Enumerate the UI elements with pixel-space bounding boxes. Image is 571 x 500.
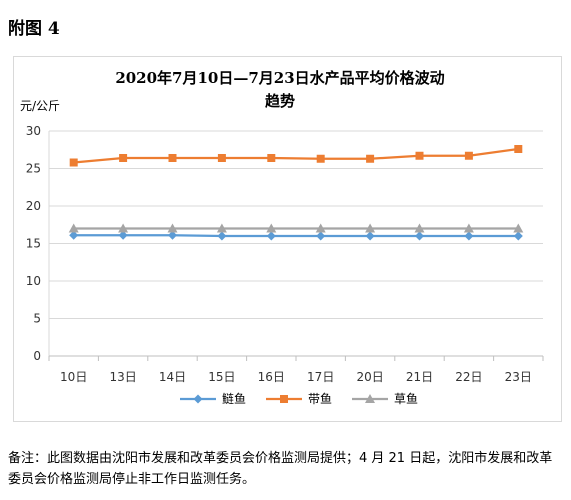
x-tick-label: 20日 <box>356 370 383 384</box>
data-point <box>267 154 276 162</box>
x-tick-label: 10日 <box>60 370 87 384</box>
chart-title-line2: 趋势 <box>264 92 295 110</box>
data-point <box>69 158 78 167</box>
y-tick-label: 30 <box>26 124 41 138</box>
footnote: 备注：此图数据由沈阳市发展和改革委员会价格监测局提供；4 月 21 日起，沈阳市… <box>8 451 553 487</box>
y-tick-label: 0 <box>33 349 41 363</box>
data-point <box>414 223 425 233</box>
data-point <box>68 223 79 233</box>
data-point <box>118 230 128 240</box>
data-point <box>463 223 474 233</box>
y-tick-label: 20 <box>26 199 41 213</box>
legend-label: 草鱼 <box>394 392 419 406</box>
x-tick-label: 15日 <box>208 370 235 384</box>
x-tick-label: 21日 <box>406 370 433 384</box>
chart-legend: 鲢鱼 带鱼 草鱼 <box>180 390 418 407</box>
data-point <box>513 231 523 241</box>
data-point <box>216 223 227 233</box>
data-point <box>119 154 128 162</box>
data-point <box>514 145 523 153</box>
data-point <box>365 223 376 233</box>
data-point <box>167 223 178 233</box>
legend-item: 鲢鱼 <box>180 390 246 407</box>
y-axis-unit-label: 元/公斤 <box>20 99 61 113</box>
data-point <box>266 223 277 233</box>
x-tick-label: 14日 <box>159 370 186 384</box>
data-point <box>217 231 227 241</box>
legend-swatch <box>352 393 389 403</box>
data-point <box>365 231 375 241</box>
data-point <box>464 151 473 160</box>
legend-item: 草鱼 <box>352 390 418 407</box>
series-line-0 <box>73 234 519 238</box>
x-tick-label: 23日 <box>505 370 532 384</box>
data-point <box>217 154 226 162</box>
x-tick-label: 22日 <box>455 370 482 384</box>
data-point <box>316 231 326 241</box>
x-tick-label: 13日 <box>109 370 136 384</box>
data-point <box>513 223 524 233</box>
legend-swatch <box>266 394 303 403</box>
series-line-1 <box>73 147 519 164</box>
data-point <box>315 223 326 233</box>
legend-label: 带鱼 <box>308 392 333 406</box>
data-point <box>366 154 375 163</box>
data-point <box>168 230 177 240</box>
x-tick-label: 17日 <box>307 370 334 384</box>
x-tick-label: 16日 <box>258 370 285 384</box>
y-tick-label: 25 <box>26 162 41 176</box>
y-tick-label: 5 <box>33 312 41 326</box>
y-tick-label: 15 <box>26 237 41 251</box>
legend-label: 鲢鱼 <box>222 392 247 406</box>
data-point <box>464 231 474 241</box>
chart-title-line1: 2020年7月10日—7月23日水产品平均价格波动 <box>115 69 445 87</box>
data-point <box>316 154 325 163</box>
data-point <box>118 223 129 233</box>
data-point <box>168 154 177 162</box>
data-point <box>69 230 79 240</box>
data-point <box>415 231 424 241</box>
legend-swatch <box>180 394 216 403</box>
data-point <box>266 231 276 241</box>
data-point <box>415 151 424 160</box>
figure-label: 附图 4 <box>8 19 60 39</box>
chart-frame <box>13 56 562 422</box>
y-tick-label: 10 <box>26 274 41 288</box>
legend-item: 带鱼 <box>266 390 332 407</box>
